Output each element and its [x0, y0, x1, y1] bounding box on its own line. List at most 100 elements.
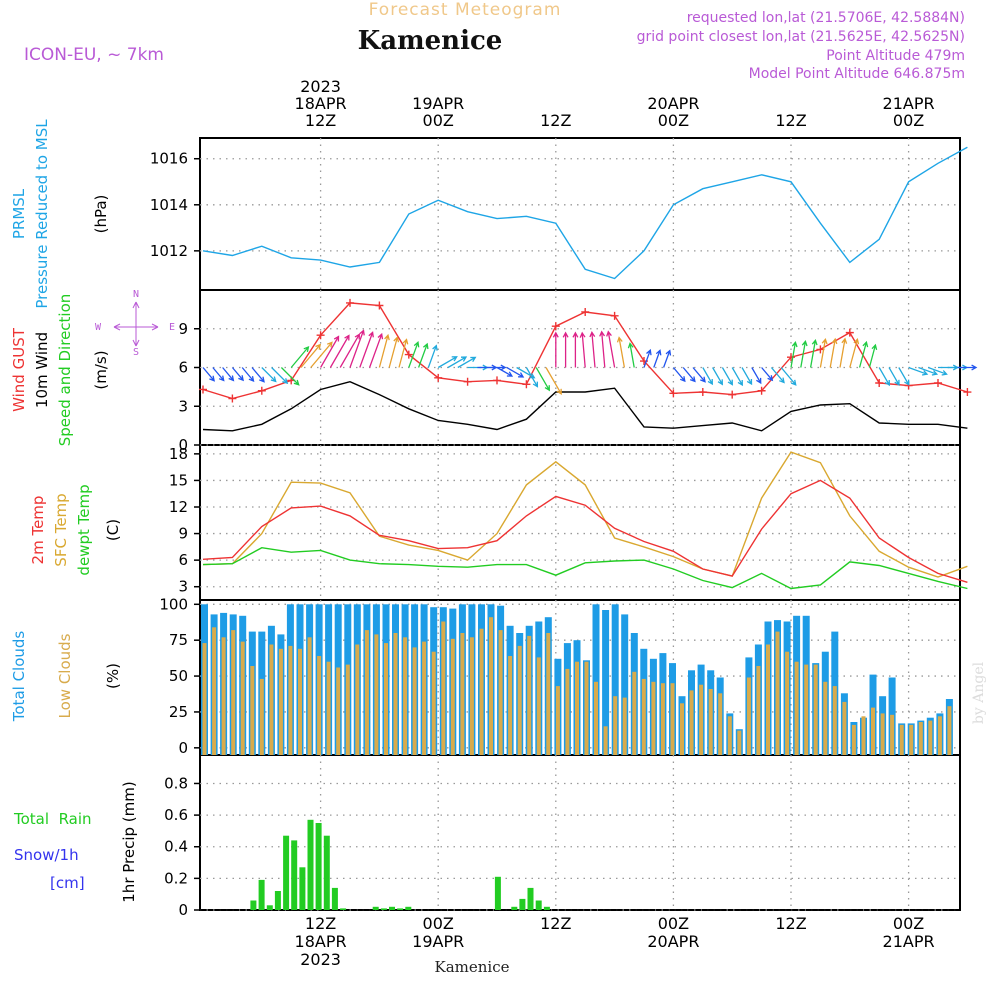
- label-prmsl: PRMSL: [10, 188, 28, 239]
- total-clouds-bar: [621, 614, 629, 755]
- y-tick-label: 6: [178, 551, 188, 569]
- low-clouds-bar: [259, 678, 264, 755]
- wind-direction-arrow: [839, 337, 848, 368]
- wind-direction-arrow: [672, 367, 686, 383]
- wind-direction-arrow: [682, 367, 696, 383]
- gust-marker: [610, 311, 619, 320]
- rain-bar: [323, 835, 330, 910]
- label-sfc-temp: SFC Temp: [52, 493, 70, 566]
- low-clouds-bar: [804, 664, 809, 755]
- wind-direction-arrow: [888, 367, 900, 386]
- gust-marker: [934, 379, 942, 387]
- low-clouds-bar: [508, 656, 513, 755]
- wind-direction-arrow: [790, 340, 798, 368]
- low-clouds-bar: [641, 678, 646, 755]
- point-altitude: Point Altitude 479m: [826, 48, 965, 64]
- low-clouds-bar: [861, 716, 866, 756]
- label-total-rain: Total Rain: [13, 810, 92, 828]
- rain-bar: [535, 900, 542, 910]
- total-clouds-bar: [592, 604, 600, 755]
- low-clouds-bar: [317, 656, 322, 755]
- y-tick-label: 0.2: [164, 869, 188, 887]
- gust-marker: [463, 377, 472, 386]
- rain-bar: [250, 900, 257, 910]
- requested-coords: requested lon,lat (21.5706E, 42.5884N): [687, 10, 965, 26]
- label-ms: (m/s): [92, 350, 110, 389]
- label-cm: [cm]: [50, 874, 85, 892]
- rain-bar: [405, 906, 412, 910]
- label-wind-gust: Wind GUST: [10, 327, 28, 412]
- label-percent: (%): [104, 663, 122, 689]
- rain-bar: [291, 840, 298, 910]
- model-label: ICON-EU, ~ 7km: [24, 45, 164, 65]
- gust-marker: [316, 331, 325, 340]
- gust-marker: [551, 322, 560, 331]
- rain-bar: [543, 906, 550, 910]
- gust-marker: [199, 385, 207, 394]
- chart-subtitle: Forecast Meteogram: [369, 0, 562, 20]
- wind-direction-arrow: [692, 367, 706, 383]
- footer-location: Kamenice: [435, 958, 510, 976]
- gust-marker: [963, 388, 972, 397]
- wind-direction-arrow: [809, 338, 818, 368]
- low-clouds-bar: [575, 661, 579, 755]
- low-clouds-bar: [832, 686, 837, 755]
- low-clouds-bar: [871, 707, 875, 755]
- rain-bar: [331, 887, 338, 910]
- top-axis-label: 12Z: [775, 111, 806, 130]
- y-tick-label: 9: [178, 320, 188, 338]
- bottom-axis-label: 00Z: [423, 914, 454, 933]
- rain-bar: [283, 835, 290, 910]
- low-clouds-bar: [412, 647, 417, 755]
- y-tick-label: 0.4: [164, 838, 188, 856]
- gust-marker: [493, 376, 501, 385]
- top-axis-label: 19APR: [412, 94, 464, 113]
- low-clouds-bar: [651, 681, 656, 755]
- wind-direction-arrow: [339, 333, 360, 368]
- wind-direction-arrow: [496, 366, 514, 377]
- rain-bar: [315, 823, 322, 910]
- rain-bar: [511, 906, 518, 910]
- y-tick-label: 3: [178, 397, 188, 415]
- wind-direction-arrow: [241, 367, 255, 383]
- y-tick-label: 12: [169, 498, 188, 516]
- top-axis-label: 21APR: [883, 94, 935, 113]
- y-tick-label: 0: [178, 901, 188, 919]
- wind-direction-arrow: [800, 339, 808, 368]
- top-axis-label: 20APR: [647, 94, 699, 113]
- compass-rose: N S W E: [95, 289, 175, 358]
- panel-pressure-frame: [199, 137, 961, 291]
- wind-direction-arrow: [329, 334, 350, 368]
- gust-marker: [522, 380, 531, 389]
- low-clouds-bar: [431, 651, 436, 755]
- wind-direction-arrow: [741, 367, 753, 386]
- wind-direction-arrow: [616, 336, 626, 368]
- low-clouds-bar: [565, 668, 570, 755]
- rain-bar: [494, 876, 501, 910]
- low-clouds-bar: [851, 724, 856, 755]
- wind-direction-arrow: [368, 332, 384, 368]
- wind-direction-arrow: [408, 341, 420, 368]
- low-clouds-bar: [403, 637, 408, 755]
- wind-direction-arrow: [731, 367, 743, 387]
- low-clouds-bar: [794, 661, 799, 755]
- wind-direction-arrow: [918, 366, 939, 376]
- low-clouds-bar: [384, 643, 388, 755]
- low-clouds-bar: [269, 644, 274, 755]
- y-tick-label: 9: [178, 525, 188, 543]
- rain-bar: [389, 906, 395, 910]
- low-clouds-bar: [775, 631, 780, 755]
- low-clouds-bar: [613, 696, 618, 755]
- wind-direction-arrow: [712, 367, 723, 386]
- wind-direction-arrow: [589, 331, 596, 368]
- low-clouds-bar: [460, 633, 465, 755]
- wind-speed-line: [202, 380, 968, 432]
- low-clouds-bar: [450, 638, 455, 756]
- wind-direction-arrow: [457, 356, 477, 369]
- wind-direction-arrow: [562, 331, 569, 368]
- low-clouds-bar: [422, 641, 427, 755]
- wind-direction-arrow: [437, 356, 458, 369]
- low-clouds-bar: [584, 661, 589, 755]
- low-clouds-bar: [909, 724, 914, 755]
